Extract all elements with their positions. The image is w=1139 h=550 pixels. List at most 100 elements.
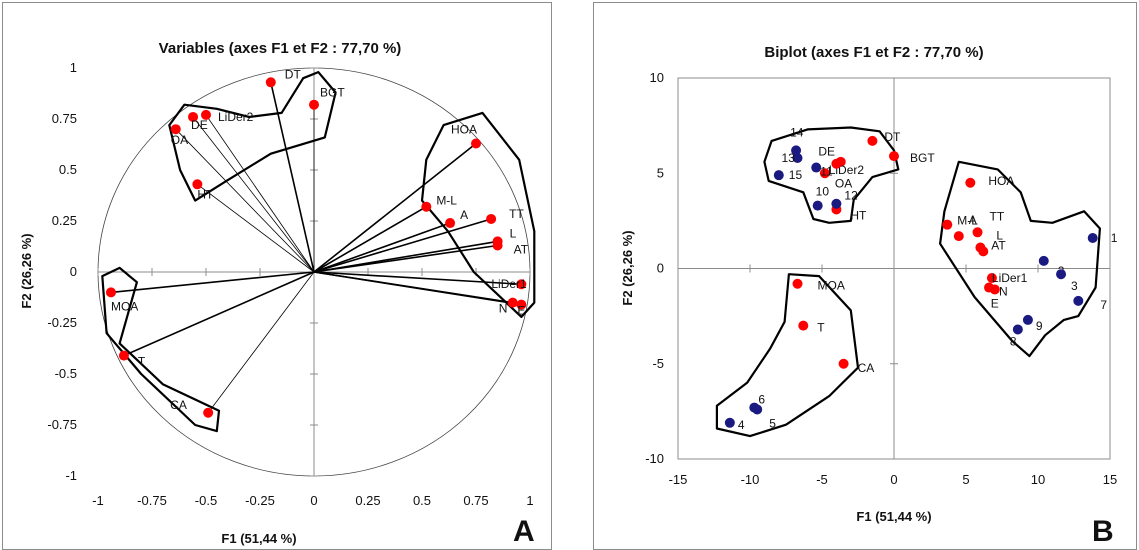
observation-label-9: 9 (1036, 319, 1043, 333)
cluster-outline-3 (101, 266, 221, 433)
variable-label-ca: CA (858, 361, 875, 375)
vector-oa (175, 128, 315, 273)
vector-hoa (313, 142, 477, 273)
x-tick-label: 0.75 (463, 493, 488, 508)
vector-lider2 (205, 114, 315, 273)
x-tick-label: -0.5 (195, 493, 217, 508)
chart-a-ylabel: F2 (26,26 %) (19, 233, 34, 308)
cluster-outline-3 (715, 273, 860, 438)
y-tick-label: 0 (70, 264, 77, 279)
point-label-dt: DT (285, 67, 302, 81)
chart-a-title: Variables (axes F1 et F2 : 77,70 %) (159, 40, 402, 57)
vector-e (313, 271, 522, 306)
vector-tt (313, 218, 492, 273)
observation-point-9 (1022, 314, 1033, 325)
variable-point-at (978, 246, 989, 257)
observation-point-6 (749, 402, 760, 413)
observation-point-10 (812, 200, 823, 211)
variable-point-tt (972, 227, 983, 238)
chart-b-svg: Biplot (axes F1 et F2 : 77,70 %) F1 (51,… (620, 44, 1118, 548)
point-moa (105, 287, 116, 298)
x-tick-label: 0 (890, 472, 897, 487)
x-tick-label: -5 (816, 472, 828, 487)
point-label-ht: HT (197, 187, 214, 201)
variable-point-e (989, 284, 1000, 295)
variable-label-at: AT (991, 238, 1006, 252)
point-lider2 (201, 109, 211, 120)
y-tick-label: -0.75 (47, 417, 77, 432)
point-ca (203, 407, 214, 418)
observation-label-6: 6 (758, 393, 765, 407)
point-label-oa: OA (171, 133, 188, 147)
x-tick-label: -1 (92, 493, 104, 508)
x-tick-label: -0.75 (137, 493, 167, 508)
variable-label-m-l: M-L (957, 214, 978, 228)
variable-label-ht: HT (850, 208, 867, 222)
y-tick-label: 0.75 (52, 111, 77, 126)
cluster-outline-1 (763, 126, 900, 224)
chart-b-title: Biplot (axes F1 et F2 : 77,70 %) (764, 44, 983, 61)
observation-point-1 (1087, 233, 1098, 244)
observation-label-5: 5 (769, 416, 776, 430)
point-label-bgt: BGT (320, 86, 345, 100)
point-label-n: N (499, 302, 508, 316)
variable-point-dt (867, 135, 878, 146)
point-m-l (421, 201, 432, 212)
vector-dt (270, 82, 315, 273)
variable-point-bgt (889, 151, 899, 162)
point-label-lider1: LiDer1 (491, 277, 527, 291)
cluster-outline-2 (420, 111, 536, 318)
observation-label-10: 10 (816, 185, 830, 199)
observation-point-11 (811, 162, 822, 173)
point-dt (265, 77, 276, 88)
variable-label-a: A (969, 213, 977, 227)
chart-a-svg: Variables (axes F1 et F2 : 77,70 %) F1 (… (19, 40, 536, 548)
variable-point-ca (838, 358, 849, 369)
observation-label-13: 13 (782, 151, 796, 165)
variable-label-e: E (991, 296, 999, 310)
point-e (516, 299, 527, 310)
variable-label-lider1: LiDer1 (992, 271, 1028, 285)
variable-point-lider1 (986, 273, 997, 284)
vector-t (123, 271, 315, 357)
variable-label-oa: OA (835, 176, 852, 190)
point-a (445, 218, 456, 229)
observation-point-3 (1056, 269, 1067, 280)
cluster-outline-2 (939, 160, 1101, 358)
y-tick-label: 0.5 (59, 162, 77, 177)
variable-point-a (953, 231, 964, 242)
point-label-de: DE (191, 118, 208, 132)
variable-point-moa (792, 278, 803, 289)
variable-label-l: L (996, 229, 1003, 243)
variable-label-moa: MOA (818, 279, 845, 293)
variable-point-hoa (965, 177, 976, 188)
observation-label-7: 7 (1100, 298, 1107, 312)
point-de (188, 111, 199, 122)
variable-label-t: T (817, 321, 825, 335)
x-tick-label: -15 (669, 472, 688, 487)
observation-label-11: 11 (820, 165, 833, 179)
observation-point-8 (1012, 324, 1023, 335)
point-label-lider2: LiDer2 (218, 110, 254, 124)
point-label-m-l: M-L (436, 194, 457, 208)
observation-point-7 (1073, 295, 1084, 306)
y-tick-label: 5 (657, 165, 664, 180)
observation-label-14: 14 (790, 125, 804, 139)
observation-point-4 (724, 417, 735, 428)
y-tick-label: -0.5 (55, 366, 77, 381)
panel-a-letter: A (513, 515, 535, 548)
point-bgt (309, 99, 319, 110)
x-tick-label: -10 (741, 472, 760, 487)
observation-point-13 (792, 153, 803, 164)
point-label-a: A (460, 208, 468, 222)
y-tick-label: 1 (70, 60, 77, 75)
vector-a (313, 222, 451, 273)
variable-label-tt: TT (990, 209, 1005, 223)
x-tick-label: 1 (526, 493, 533, 508)
point-ht (192, 179, 203, 190)
point-lider1 (516, 279, 527, 290)
observation-label-12: 12 (844, 189, 858, 203)
variable-label-dt: DT (884, 130, 901, 144)
point-label-hoa: HOA (451, 122, 477, 136)
point-label-l: L (510, 226, 517, 240)
